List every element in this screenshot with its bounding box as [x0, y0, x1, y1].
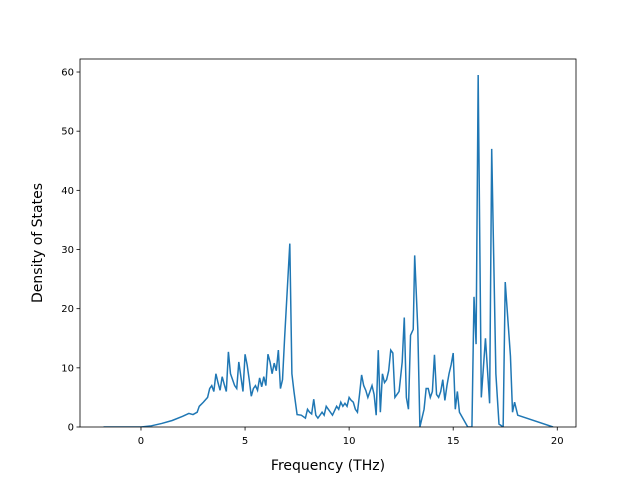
x-tick-label: 20 — [551, 436, 564, 447]
x-tick-label: 0 — [138, 436, 144, 447]
x-tick-label: 10 — [343, 436, 356, 447]
y-tick-label: 30 — [61, 245, 74, 256]
y-tick-label: 60 — [61, 68, 74, 79]
y-tick-label: 50 — [61, 127, 74, 138]
x-axis-label: Frequency (THz) — [271, 458, 385, 474]
y-tick-label: 10 — [61, 363, 74, 374]
plot-frame — [79, 58, 577, 428]
line — [103, 74, 554, 427]
y-tick-label: 20 — [61, 304, 74, 315]
y-tick-label: 0 — [68, 423, 74, 434]
y-tick-label: 40 — [61, 186, 74, 197]
y-axis-label: Density of States — [30, 183, 46, 303]
x-tick-label: 5 — [242, 436, 248, 447]
x-tick-label: 15 — [447, 436, 460, 447]
